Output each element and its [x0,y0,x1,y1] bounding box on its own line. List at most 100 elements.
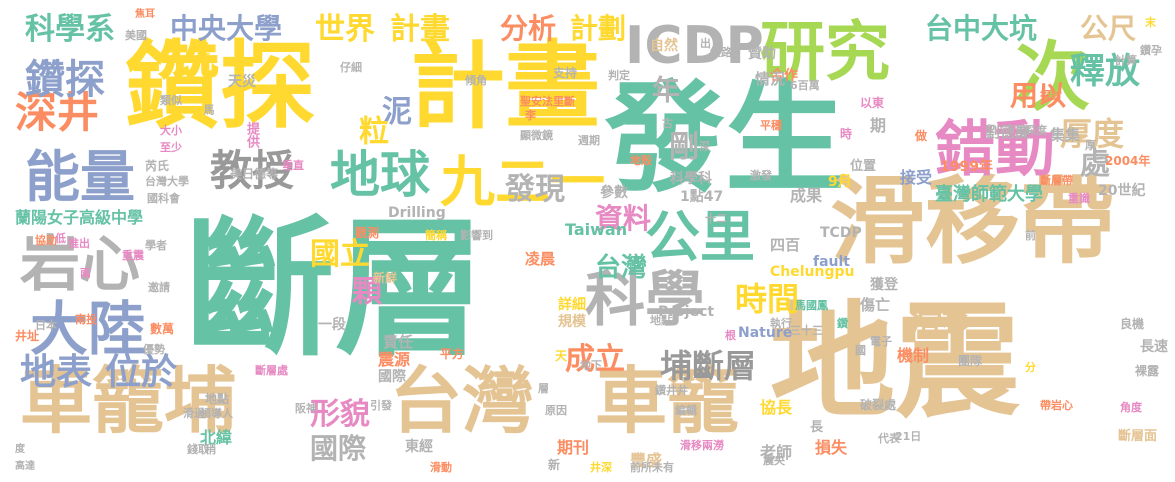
word-cloud-term: 根 [725,329,736,342]
word-cloud-term: 裸露 [1135,364,1160,378]
word-cloud-term: 深 [699,140,710,153]
word-cloud-term: 顯微鏡 [520,129,553,142]
word-cloud-term: 計劃 [570,12,627,45]
word-cloud-term: 期刊 [557,438,590,457]
word-cloud-term: 深井 [15,88,100,137]
word-cloud-term: 計畫 [410,32,601,142]
word-cloud-term: 位置 [850,159,877,174]
word-cloud-term: 三十三 [790,324,823,337]
word-cloud-term: 滑過 [183,407,205,420]
word-cloud-term: 地殼 [630,154,652,167]
word-cloud-term: 機制 [897,346,930,365]
word-cloud-term: 層 [538,382,549,395]
word-cloud-term: 地點 [650,314,672,327]
word-cloud-term: 鑽孕 [1140,44,1162,57]
word-cloud-term: 長速 [1140,339,1168,355]
word-cloud-term: 次 [1015,33,1091,121]
word-cloud-term: 良機 [1120,317,1145,331]
word-cloud-term: 台中大坑 [925,12,1038,45]
word-cloud-term: 逆 [194,42,209,55]
word-cloud-term: 國科會 [147,192,180,205]
word-cloud-term: 協長 [760,398,793,417]
word-cloud-term: 天 [555,349,568,363]
word-cloud-term: 稍 [205,443,216,456]
word-cloud-term: 觀測 [355,226,380,240]
word-cloud-term: 滑移帶 [830,167,1116,277]
word-cloud-term: 中央大學 [170,12,283,45]
word-cloud-term: 處 [1080,147,1110,182]
word-cloud-term: 兩 [80,267,91,280]
word-cloud-term: 9月 [828,174,852,190]
word-cloud-term: 鑽 [837,317,848,330]
word-cloud-term: 斷層處 [255,364,288,377]
word-cloud-term: 帶岩心 [1040,399,1073,412]
word-cloud-term: 重震 [122,249,144,262]
word-cloud-term: 重識 [1068,192,1090,205]
word-cloud-term: 影響到 [460,229,493,242]
word-cloud-term: 科學 [585,265,705,335]
word-cloud-term: 領導人 [200,407,233,420]
word-cloud-term: 研究 [760,15,891,90]
word-cloud-term: 資料 [595,202,652,235]
word-cloud-term: 代表 [878,432,900,445]
word-cloud-term: 天災 [228,74,256,90]
word-cloud-term: 傾角 [465,74,487,87]
word-cloud-term: 深度 [1025,124,1047,137]
word-cloud-term: 國 [855,344,866,357]
word-cloud-term: 一段 [318,317,346,333]
word-cloud-term: 蘭陽女子高級中學 [15,208,144,227]
word-cloud-term: 顆 [346,275,381,305]
word-cloud-term: 詳細 [558,297,586,313]
word-cloud-term: 執行 [770,317,792,330]
word-cloud-term: 滑動 [430,461,452,474]
word-cloud-term: 原因 [545,404,567,417]
word-cloud-term: 推出 [68,237,90,250]
word-cloud-term: 角度 [1120,401,1142,414]
word-cloud-term: 至少 [160,141,182,154]
word-cloud-term: 國際 [378,369,406,385]
word-cloud-term: 教授 [210,146,295,195]
word-cloud-term: 年 [648,75,681,103]
word-cloud-term: 成果 [790,186,823,205]
word-cloud-term: 地表 [20,352,93,393]
word-cloud-term: 厚度 [1060,115,1125,153]
word-cloud-term: 斷層帶 [1040,174,1073,187]
word-cloud-term: 仔細 [340,61,362,74]
word-cloud-term: 6百萬 [790,79,820,92]
word-cloud-term: 長 [810,420,824,435]
word-cloud-term: 鑽探 [125,32,316,142]
word-cloud-term: 台灣 [390,359,535,443]
word-cloud-term: 自然 [650,38,678,54]
word-cloud-term: 九二一 [440,150,606,214]
word-cloud-term: 滑移兩澇 [680,439,724,452]
word-cloud-term: 地下 [580,359,602,372]
word-cloud-term: 邀請 [148,281,170,294]
word-cloud-term: 週期 [578,134,600,147]
word-cloud-term: 計算 [1115,54,1137,67]
word-cloud-term: Project [658,304,715,320]
word-cloud-term: 井址 [15,329,40,343]
word-cloud-term: 粒 [353,115,388,145]
word-cloud-term: 老師 [760,443,793,462]
word-cloud-term: 豐盛 [630,451,663,470]
word-cloud-term: Taiwan [565,220,628,239]
word-cloud-term: 震源 [378,350,411,369]
word-cloud-term: 鑽探 [25,57,105,103]
word-cloud-term: 車籠埔 [20,359,237,443]
word-cloud-term: 國際 [310,432,367,465]
word-cloud-term: 公里 [645,205,756,269]
word-cloud-term: 激發 [750,169,772,182]
word-cloud-term: 錢取 [187,443,209,456]
word-cloud-term: 釋放 [1070,52,1141,92]
word-cloud-term: 電子 [870,335,892,348]
word-cloud-term: 聖安法里斷 [520,95,575,108]
word-cloud-term: 規模 [558,314,586,330]
word-cloud-term: 優勢 [143,343,165,356]
word-cloud-term: 情況 [755,70,786,88]
word-cloud-term: 地震 [770,290,1020,435]
word-cloud-term: 四百 [770,236,801,254]
word-cloud-term: 鑽井井 [655,384,688,397]
word-cloud-term: 美日德等 [230,167,279,181]
word-cloud-term: 時間 [735,280,800,318]
